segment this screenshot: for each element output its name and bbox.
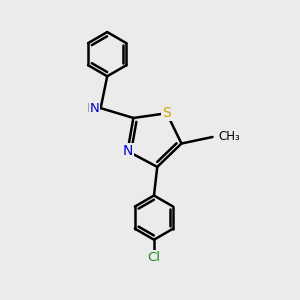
Text: H: H bbox=[86, 102, 96, 115]
Text: N: N bbox=[89, 102, 99, 115]
Text: S: S bbox=[162, 106, 171, 120]
Text: Cl: Cl bbox=[148, 251, 160, 264]
Text: CH₃: CH₃ bbox=[218, 130, 240, 143]
Text: N: N bbox=[122, 144, 133, 158]
